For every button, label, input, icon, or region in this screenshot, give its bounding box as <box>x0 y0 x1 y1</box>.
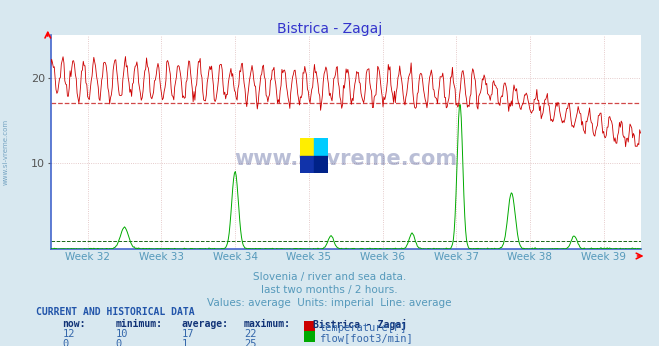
Text: average:: average: <box>181 319 228 329</box>
Text: www.si-vreme.com: www.si-vreme.com <box>234 149 457 169</box>
Text: CURRENT AND HISTORICAL DATA: CURRENT AND HISTORICAL DATA <box>36 307 195 317</box>
Text: minimum:: minimum: <box>115 319 162 329</box>
Polygon shape <box>300 138 314 156</box>
Text: 17: 17 <box>181 329 194 339</box>
Polygon shape <box>300 156 314 173</box>
Text: flow[foot3/min]: flow[foot3/min] <box>319 333 413 343</box>
Text: Values: average  Units: imperial  Line: average: Values: average Units: imperial Line: av… <box>207 298 452 308</box>
Text: www.si-vreme.com: www.si-vreme.com <box>2 119 9 185</box>
Text: 0: 0 <box>63 339 69 346</box>
Text: 12: 12 <box>63 329 75 339</box>
Polygon shape <box>314 156 328 173</box>
Text: now:: now: <box>63 319 86 329</box>
Polygon shape <box>314 138 328 156</box>
Text: Slovenia / river and sea data.: Slovenia / river and sea data. <box>253 272 406 282</box>
Text: Bistrica - Zagaj: Bistrica - Zagaj <box>277 22 382 36</box>
Text: 25: 25 <box>244 339 256 346</box>
Text: maximum:: maximum: <box>244 319 291 329</box>
Text: last two months / 2 hours.: last two months / 2 hours. <box>261 285 398 295</box>
Text: 10: 10 <box>115 329 128 339</box>
Text: temperature[F]: temperature[F] <box>319 323 407 333</box>
Text: 0: 0 <box>115 339 121 346</box>
Text: 22: 22 <box>244 329 256 339</box>
Text: 1: 1 <box>181 339 187 346</box>
Text: Bistrica - Zagaj: Bistrica - Zagaj <box>313 319 407 330</box>
